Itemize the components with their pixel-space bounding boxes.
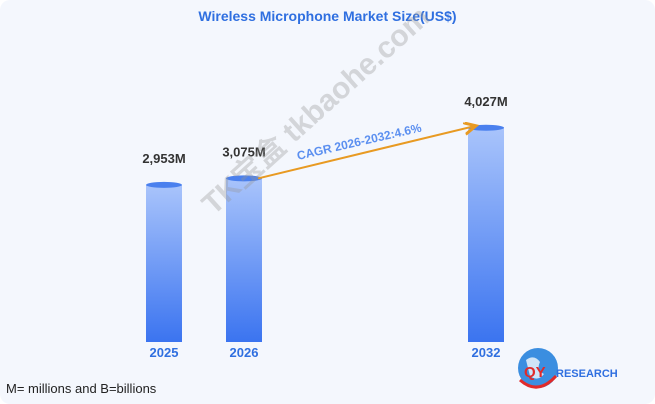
year-label: 2032 [472,345,501,360]
bar-2032 [468,127,504,342]
svg-text:RESEARCH: RESEARCH [556,368,618,380]
bar-cap [226,175,262,182]
bar-cap [146,181,182,188]
globe-icon: QY RESEARCH [518,348,618,389]
svg-text:QY: QY [524,364,546,381]
year-label: 2025 [150,345,179,360]
bar-2025 [146,184,182,342]
value-label: 3,075M [222,144,265,159]
year-label: 2026 [230,345,259,360]
cagr-arrow [257,126,476,180]
value-label: 4,027M [464,94,507,109]
chart-title: Wireless Microphone Market Size(US$) [198,8,457,24]
value-label: 2,953M [142,151,185,166]
footnote: M= millions and B=billions [6,381,157,396]
qyresearch-logo: QY RESEARCH [514,346,644,396]
bar-2026 [226,178,262,342]
